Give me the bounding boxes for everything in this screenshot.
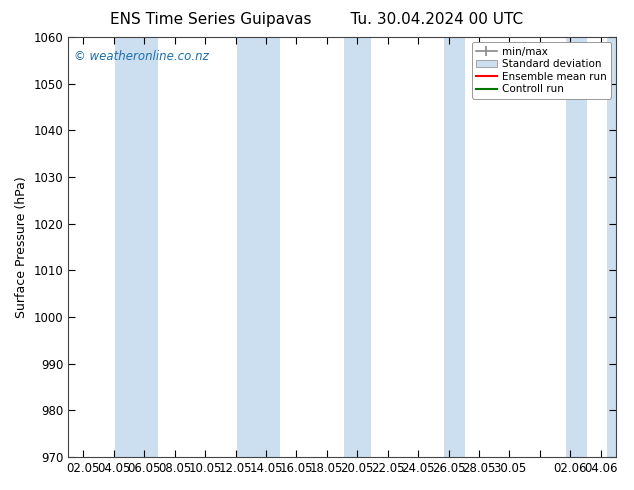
Bar: [344, 37, 371, 457]
Bar: [444, 37, 465, 457]
Bar: [607, 37, 631, 457]
Text: © weatheronline.co.nz: © weatheronline.co.nz: [74, 50, 209, 63]
Legend: min/max, Standard deviation, Ensemble mean run, Controll run: min/max, Standard deviation, Ensemble me…: [472, 42, 611, 98]
Text: ENS Time Series Guipavas        Tu. 30.04.2024 00 UTC: ENS Time Series Guipavas Tu. 30.04.2024 …: [110, 12, 524, 27]
Bar: [566, 37, 587, 457]
Bar: [115, 37, 158, 457]
Y-axis label: Surface Pressure (hPa): Surface Pressure (hPa): [15, 176, 28, 318]
Bar: [237, 37, 280, 457]
